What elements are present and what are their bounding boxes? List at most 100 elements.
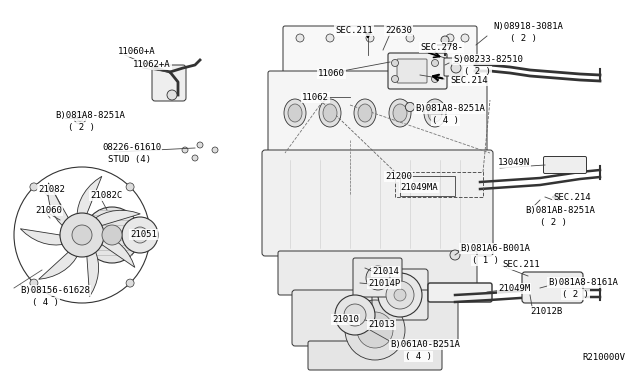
Circle shape [132, 227, 148, 243]
Circle shape [84, 207, 140, 263]
Text: 11062: 11062 [302, 93, 329, 102]
FancyBboxPatch shape [397, 59, 427, 83]
Polygon shape [87, 252, 99, 296]
FancyBboxPatch shape [353, 258, 402, 297]
Circle shape [386, 281, 414, 309]
Circle shape [167, 90, 177, 100]
Circle shape [431, 60, 438, 67]
Text: 21049MA: 21049MA [400, 183, 438, 192]
Ellipse shape [288, 104, 302, 122]
Text: S)08233-82510: S)08233-82510 [453, 55, 523, 64]
Text: ( 4 ): ( 4 ) [432, 116, 459, 125]
Polygon shape [102, 235, 135, 267]
Text: 21014: 21014 [372, 267, 399, 276]
Circle shape [30, 183, 38, 191]
Circle shape [461, 34, 469, 42]
Text: B)08156-61628: B)08156-61628 [20, 286, 90, 295]
Text: 21060: 21060 [35, 206, 62, 215]
Polygon shape [96, 210, 140, 225]
Circle shape [296, 34, 304, 42]
Text: B)061A0-B251A: B)061A0-B251A [390, 340, 460, 349]
Text: ( 4 ): ( 4 ) [32, 298, 59, 307]
Circle shape [357, 312, 393, 348]
Circle shape [392, 60, 399, 67]
Text: SEC.211: SEC.211 [335, 26, 372, 35]
Text: R210000V: R210000V [582, 353, 625, 362]
Circle shape [446, 34, 454, 42]
Text: ( 1 ): ( 1 ) [472, 256, 499, 265]
Text: ( 2 ): ( 2 ) [464, 67, 491, 76]
Circle shape [192, 155, 198, 161]
Text: SEC.214: SEC.214 [450, 76, 488, 85]
Circle shape [102, 225, 122, 245]
Circle shape [182, 147, 188, 153]
Polygon shape [48, 183, 68, 225]
Circle shape [74, 112, 86, 124]
Circle shape [197, 142, 203, 148]
Polygon shape [77, 176, 102, 214]
Text: 11060: 11060 [318, 69, 345, 78]
Circle shape [450, 250, 460, 260]
Ellipse shape [389, 99, 411, 127]
Circle shape [366, 266, 390, 290]
Circle shape [406, 34, 414, 42]
FancyBboxPatch shape [283, 26, 477, 75]
Circle shape [441, 36, 449, 44]
Circle shape [392, 76, 399, 83]
Text: B)081A8-8161A: B)081A8-8161A [548, 278, 618, 287]
Text: STUD (4): STUD (4) [108, 155, 151, 164]
Circle shape [335, 295, 375, 335]
Text: 22630: 22630 [385, 26, 412, 35]
Circle shape [126, 279, 134, 287]
FancyBboxPatch shape [543, 157, 586, 173]
Text: 21010: 21010 [332, 315, 359, 324]
Ellipse shape [323, 104, 337, 122]
Circle shape [344, 304, 366, 326]
Ellipse shape [424, 99, 446, 127]
FancyBboxPatch shape [428, 283, 492, 302]
Circle shape [60, 213, 104, 257]
FancyBboxPatch shape [522, 272, 583, 303]
Circle shape [366, 34, 374, 42]
Polygon shape [20, 229, 62, 245]
Text: ( 2 ): ( 2 ) [510, 34, 537, 43]
Text: 21013: 21013 [368, 320, 395, 329]
Circle shape [212, 147, 218, 153]
Text: ( 4 ): ( 4 ) [405, 352, 432, 361]
Text: SEC.214: SEC.214 [553, 193, 591, 202]
Ellipse shape [319, 99, 341, 127]
Text: 21200: 21200 [385, 172, 412, 181]
Text: 21082C: 21082C [90, 191, 122, 200]
Text: 08226-61610: 08226-61610 [102, 143, 161, 152]
Text: B)081A8-8251A: B)081A8-8251A [55, 111, 125, 120]
Text: B)081AB-8251A: B)081AB-8251A [525, 206, 595, 215]
Circle shape [122, 217, 158, 253]
Text: ( 2 ): ( 2 ) [540, 218, 567, 227]
FancyBboxPatch shape [262, 150, 493, 256]
Ellipse shape [284, 99, 306, 127]
FancyBboxPatch shape [152, 65, 186, 101]
Text: 21049M: 21049M [498, 284, 531, 293]
Text: 11060+A: 11060+A [118, 47, 156, 56]
Text: 13049N: 13049N [498, 158, 531, 167]
Circle shape [431, 76, 438, 83]
Text: B)081A8-8251A: B)081A8-8251A [415, 104, 485, 113]
Circle shape [326, 34, 334, 42]
FancyBboxPatch shape [444, 58, 476, 76]
Text: ( 2 ): ( 2 ) [562, 290, 589, 299]
Text: 11062+A: 11062+A [133, 60, 171, 69]
Ellipse shape [428, 104, 442, 122]
Circle shape [394, 289, 406, 301]
FancyBboxPatch shape [308, 341, 442, 370]
Ellipse shape [354, 99, 376, 127]
Circle shape [30, 279, 38, 287]
Text: SEC.278-: SEC.278- [420, 43, 463, 52]
Circle shape [451, 63, 461, 73]
Ellipse shape [358, 104, 372, 122]
Text: B)081A6-B001A: B)081A6-B001A [460, 244, 530, 253]
FancyBboxPatch shape [278, 251, 477, 295]
Circle shape [406, 103, 415, 112]
Text: 21051: 21051 [130, 230, 157, 239]
Text: 21014P: 21014P [368, 279, 400, 288]
Polygon shape [38, 252, 77, 279]
